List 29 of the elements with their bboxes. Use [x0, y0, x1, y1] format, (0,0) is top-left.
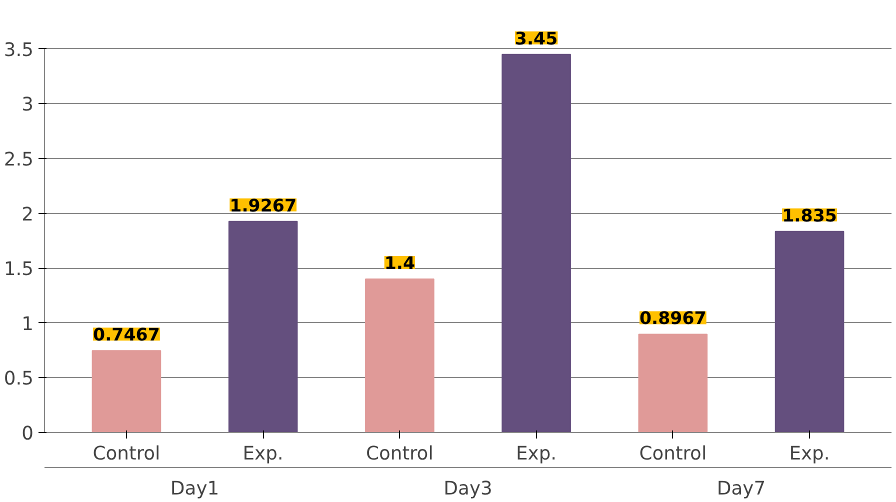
y-tick-label: 3.5	[4, 40, 34, 61]
data-label: 1.4	[384, 254, 416, 274]
x-tick-label: Control	[639, 444, 707, 464]
data-label: 0.8967	[639, 309, 706, 330]
bar	[502, 54, 571, 432]
y-tick-label: 3	[22, 94, 34, 116]
bar	[228, 220, 298, 432]
bar	[365, 278, 434, 432]
bar	[92, 350, 162, 432]
y-tick-label: 0.5	[4, 368, 34, 390]
x-tick-label: Control	[92, 444, 160, 464]
data-label: 1.9267	[230, 196, 297, 216]
y-tick-label: 2.5	[4, 149, 34, 170]
y-tick-label: 2	[22, 204, 34, 226]
y-tick-label: 1	[22, 314, 34, 335]
bar	[638, 334, 708, 432]
x-tick-label: Exp.	[242, 444, 284, 464]
data-label: 3.45	[514, 29, 558, 50]
x-tick-label: Exp.	[516, 444, 557, 464]
y-tick-label: 1.5	[4, 259, 34, 280]
text: Day7	[716, 478, 766, 500]
text: Day3	[444, 478, 492, 500]
x-tick-label: Exp.	[789, 444, 830, 464]
data-label: 1.835	[782, 206, 837, 226]
text: Day1	[170, 478, 220, 500]
y-tick-label: 0	[22, 424, 34, 444]
bar	[774, 230, 844, 432]
x-tick-label: Control	[366, 444, 434, 464]
data-label: 0.7467	[93, 326, 160, 346]
